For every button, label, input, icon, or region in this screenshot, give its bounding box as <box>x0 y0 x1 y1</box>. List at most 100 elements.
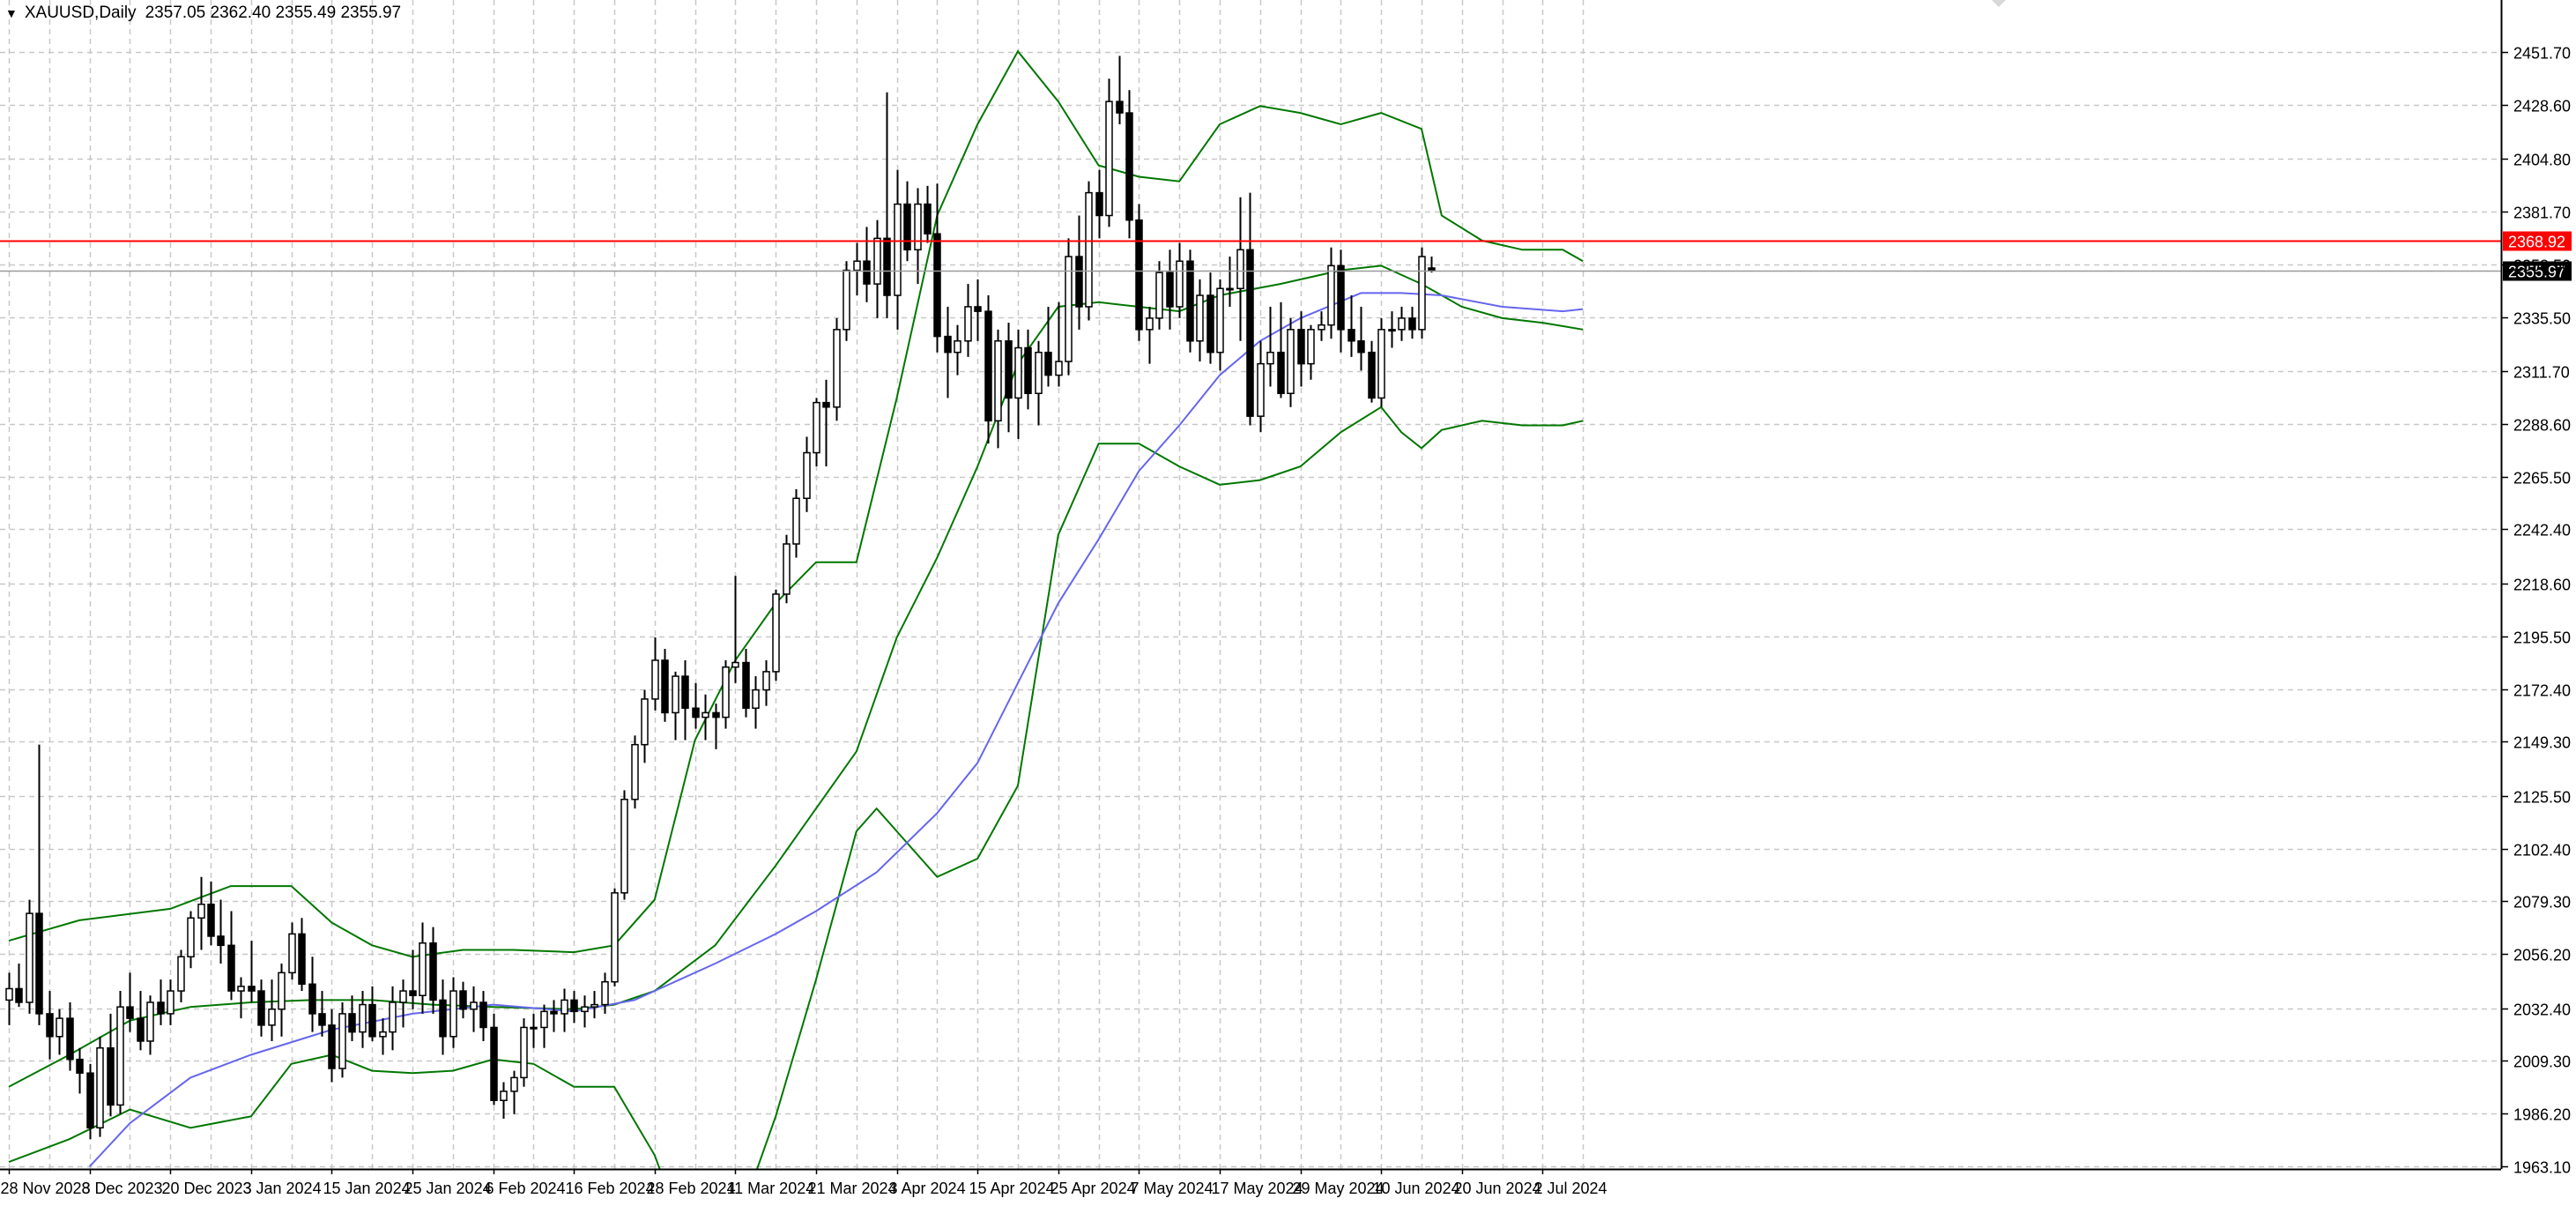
candle-body <box>692 707 700 718</box>
candle <box>288 922 296 980</box>
candle <box>1186 249 1194 353</box>
candle-body <box>459 990 467 1010</box>
candle <box>954 324 961 376</box>
x-tick-label: 11 Mar 2024 <box>727 1180 815 1197</box>
y-tick-label: 2311.70 <box>2513 364 2570 382</box>
candle <box>237 977 245 1019</box>
candle <box>1318 311 1325 341</box>
candle-body <box>167 990 174 1015</box>
candle-body <box>1186 260 1194 342</box>
candle <box>712 704 720 749</box>
candle-body <box>510 1076 518 1092</box>
scroll-marker-icon[interactable] <box>1992 0 2006 7</box>
candle <box>1226 257 1234 307</box>
candle <box>1368 340 1376 403</box>
candle-body <box>187 917 195 958</box>
candle-body <box>1196 294 1204 342</box>
x-tick-label: 29 May 2024 <box>1293 1180 1385 1197</box>
candle-body <box>46 1013 54 1038</box>
candle <box>1327 247 1335 339</box>
candle-body <box>257 990 265 1026</box>
candle <box>1418 247 1426 339</box>
candle <box>783 534 791 604</box>
candle-body <box>792 497 800 545</box>
y-tick-label: 2172.40 <box>2513 682 2571 700</box>
candle-body <box>1398 317 1406 331</box>
x-tick-label: 3 Jan 2024 <box>243 1180 322 1197</box>
candle <box>107 1013 115 1117</box>
candle <box>348 995 356 1041</box>
candle-body <box>772 593 780 673</box>
candle <box>772 589 780 681</box>
candle-body <box>157 1001 165 1015</box>
candle <box>5 972 13 1025</box>
candle-body <box>783 543 791 595</box>
candle <box>1388 311 1396 348</box>
candle <box>1135 204 1143 341</box>
y-tick-label: 2056.20 <box>2513 947 2571 964</box>
candle-body <box>590 1003 598 1008</box>
candle-body <box>389 1001 397 1033</box>
candle <box>459 981 467 1019</box>
candle <box>56 1009 63 1055</box>
candle <box>126 972 134 1032</box>
y-tick-label: 2428.60 <box>2513 98 2571 115</box>
candle <box>389 986 397 1051</box>
moving-average-line <box>88 292 1584 1167</box>
x-tick-label: 15 Apr 2024 <box>969 1180 1055 1197</box>
candle-body <box>1428 267 1436 272</box>
candle-body <box>56 1017 63 1038</box>
candle <box>1297 311 1305 387</box>
candle-body <box>237 986 245 992</box>
candle <box>268 979 276 1041</box>
resistance-price-tag <box>2503 231 2572 251</box>
candle <box>137 991 145 1051</box>
candle-body <box>1105 100 1113 217</box>
candle <box>1337 249 1345 353</box>
candle-body <box>722 666 730 718</box>
x-tick-label: 25 Apr 2024 <box>1050 1180 1136 1197</box>
x-tick-label: 8 Dec 2023 <box>82 1180 163 1197</box>
candle <box>692 682 700 729</box>
candle-body <box>843 269 850 331</box>
candle <box>46 991 54 1060</box>
candle <box>631 735 639 809</box>
candle <box>813 398 820 467</box>
candle-body <box>1318 324 1325 331</box>
candle-body <box>137 1017 145 1042</box>
candle-body <box>560 999 568 1015</box>
x-tick-label: 3 Apr 2024 <box>889 1180 966 1197</box>
candle-body <box>944 335 952 354</box>
candle <box>722 659 730 729</box>
y-tick-label: 2032.40 <box>2513 1001 2571 1019</box>
candle-body <box>611 892 619 983</box>
candle-body <box>338 1013 346 1069</box>
candle <box>1246 192 1254 426</box>
candle <box>1116 56 1124 125</box>
candle-body <box>96 1046 104 1129</box>
candle-body <box>409 990 417 996</box>
y-tick-label: 2335.50 <box>2513 310 2571 328</box>
candle <box>479 991 487 1041</box>
candle-body <box>15 987 23 1003</box>
candle-body <box>641 698 649 746</box>
candle <box>207 881 215 946</box>
candle <box>914 188 922 285</box>
triangle-down-icon[interactable]: ▼ <box>5 6 18 20</box>
candle <box>187 911 195 969</box>
y-tick-label: 2149.30 <box>2513 734 2571 752</box>
candle-body <box>479 1001 487 1029</box>
candle-body <box>581 1006 589 1013</box>
candle-body <box>752 689 760 710</box>
candle-body <box>873 237 881 285</box>
candle-body <box>278 972 286 1010</box>
candle-body <box>5 987 13 1001</box>
candle <box>248 941 256 1002</box>
candle <box>1044 306 1052 387</box>
candle <box>792 488 800 558</box>
candle <box>590 991 598 1019</box>
candle-body <box>1418 256 1426 331</box>
